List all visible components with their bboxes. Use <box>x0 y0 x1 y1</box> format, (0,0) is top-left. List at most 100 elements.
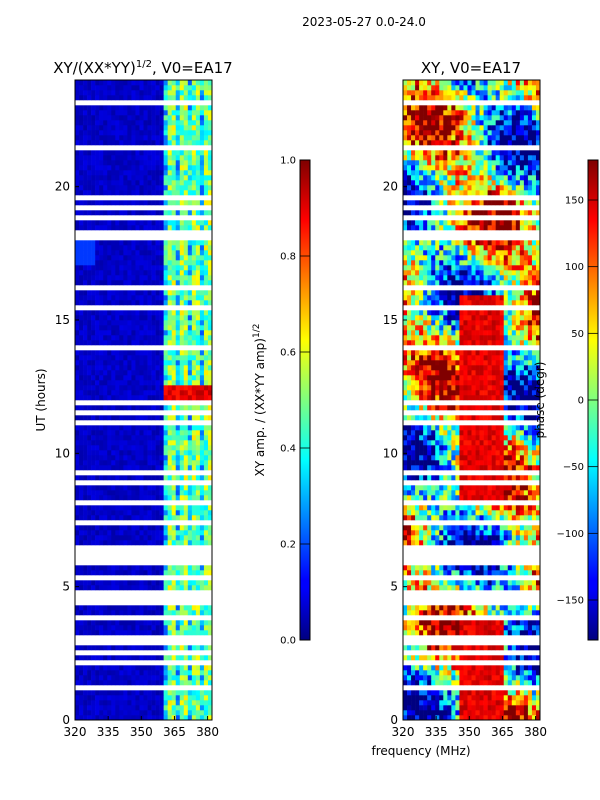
heatmap-cell <box>419 580 424 586</box>
heatmap-cell <box>99 140 104 146</box>
heatmap-cell <box>207 120 213 126</box>
heatmap-cell <box>171 580 177 586</box>
heatmap-cell <box>479 610 484 616</box>
heatmap-cell <box>407 495 412 501</box>
heatmap-cell <box>123 630 128 636</box>
heatmap-cell <box>83 445 88 451</box>
heatmap-cell <box>99 180 104 186</box>
heatmap-cell <box>155 645 160 651</box>
heatmap-cell <box>155 120 160 126</box>
heatmap-cell <box>175 155 181 161</box>
heatmap-cell <box>91 515 96 521</box>
heatmap-cell <box>103 150 108 156</box>
heatmap-cell <box>407 405 412 411</box>
heatmap-cell <box>163 245 168 251</box>
heatmap-cell <box>135 405 140 411</box>
heatmap-cell <box>123 125 128 131</box>
heatmap-cell <box>419 505 424 511</box>
heatmap-cell <box>499 715 505 721</box>
heatmap-cell <box>83 580 88 586</box>
heatmap-cell <box>175 105 181 111</box>
heatmap-cell <box>535 445 541 451</box>
heatmap-cell <box>499 495 505 501</box>
heatmap-cell <box>139 630 144 636</box>
heatmap-cell <box>199 465 205 471</box>
heatmap-cell <box>107 460 112 466</box>
heatmap-cell <box>103 540 108 546</box>
heatmap-cell <box>83 280 88 286</box>
heatmap-cell <box>111 565 116 571</box>
heatmap-cell <box>95 405 100 411</box>
heatmap-cell <box>103 265 108 271</box>
heatmap-cell <box>507 385 513 391</box>
heatmap-cell <box>479 715 484 721</box>
heatmap-cell <box>99 455 104 461</box>
heatmap-cell <box>195 440 201 446</box>
heatmap-cell <box>119 450 124 456</box>
heatmap-cell <box>167 530 173 536</box>
heatmap-cell <box>127 225 132 231</box>
heatmap-cell <box>407 645 412 651</box>
heatmap-cell <box>455 610 460 616</box>
heatmap-cell <box>155 370 160 376</box>
heatmap-cell <box>171 340 177 346</box>
heatmap-cell <box>507 670 513 676</box>
heatmap-cell <box>187 110 193 116</box>
heatmap-cell <box>179 150 185 156</box>
heatmap-cell <box>111 465 116 471</box>
heatmap-cell <box>491 540 496 546</box>
heatmap-cell <box>499 570 505 576</box>
heatmap-cell <box>135 280 140 286</box>
heatmap-cell <box>159 300 164 306</box>
heatmap-cell <box>411 425 416 431</box>
heatmap-cell <box>479 675 484 681</box>
heatmap-cell <box>87 415 92 421</box>
heatmap-cell <box>107 295 112 301</box>
heatmap-cell <box>99 340 104 346</box>
heatmap-cell <box>435 405 440 411</box>
heatmap-cell <box>87 105 92 111</box>
heatmap-cell <box>207 185 213 191</box>
heatmap-cell <box>487 695 492 701</box>
heatmap-cell <box>167 425 173 431</box>
heatmap-cell <box>515 695 521 701</box>
heatmap-cell <box>523 670 529 676</box>
heatmap-cell <box>79 435 84 441</box>
heatmap-cell <box>115 120 120 126</box>
heatmap-cell <box>459 665 464 671</box>
heatmap-cell <box>107 260 112 266</box>
heatmap-cell <box>163 335 168 341</box>
heatmap-cell <box>179 425 185 431</box>
heatmap-cell <box>91 310 96 316</box>
heatmap-cell <box>411 415 416 421</box>
heatmap-cell <box>111 160 116 166</box>
heatmap-cell <box>111 240 116 246</box>
heatmap-cell <box>207 585 213 591</box>
heatmap-cell <box>523 490 529 496</box>
heatmap-cell <box>115 95 120 101</box>
heatmap-cell <box>123 340 128 346</box>
heatmap-cell <box>207 440 213 446</box>
heatmap-cell <box>431 440 436 446</box>
heatmap-cell <box>167 490 173 496</box>
heatmap-cell <box>123 495 128 501</box>
heatmap-cell <box>99 425 104 431</box>
heatmap-cell <box>203 710 209 716</box>
heatmap-cell <box>491 645 496 651</box>
heatmap-cell <box>459 405 464 411</box>
heatmap-cell <box>103 565 108 571</box>
heatmap-cell <box>191 130 197 136</box>
heatmap-cell <box>507 665 513 671</box>
heatmap-cell <box>511 680 517 686</box>
heatmap-cell <box>411 460 416 466</box>
heatmap-cell <box>403 690 408 696</box>
heatmap-cell <box>131 460 136 466</box>
flagged-row <box>75 550 212 556</box>
heatmap-cell <box>79 95 84 101</box>
heatmap-cell <box>95 670 100 676</box>
heatmap-cell <box>191 530 197 536</box>
heatmap-cell <box>107 140 112 146</box>
heatmap-cell <box>475 690 480 696</box>
heatmap-cell <box>167 475 173 481</box>
heatmap-cell <box>95 330 100 336</box>
